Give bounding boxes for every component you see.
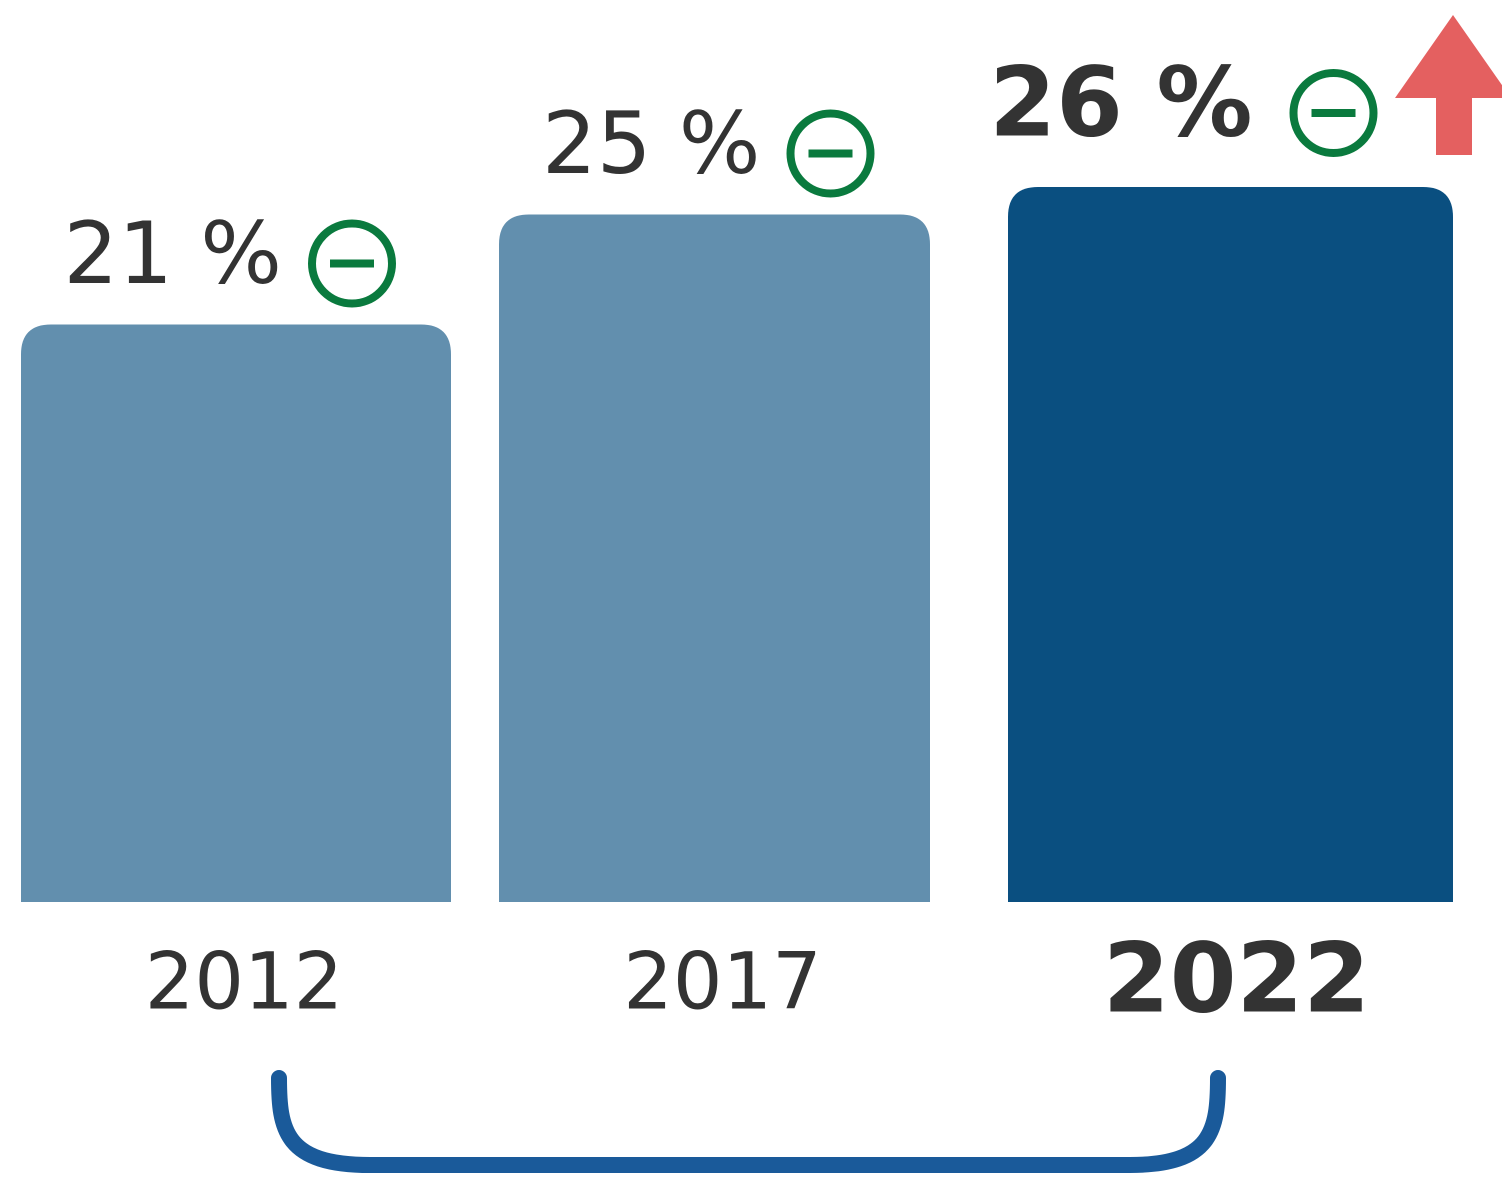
neutral-icon [1289,69,1378,157]
value-label: 25 % [542,94,761,194]
bar [499,214,930,902]
x-tick-label: 2012 [145,937,344,1027]
x-tick-label: 2017 [623,937,822,1027]
neutral-icon [786,109,875,198]
up-arrow-icon [1395,15,1502,155]
value-label: 21 % [64,204,283,304]
x-tick-label: 2022 [1103,922,1370,1034]
bracket [271,1070,1226,1173]
value-label: 26 % [989,46,1252,158]
neutral-icon [308,219,396,308]
bar [21,324,451,902]
bar [1008,187,1453,902]
